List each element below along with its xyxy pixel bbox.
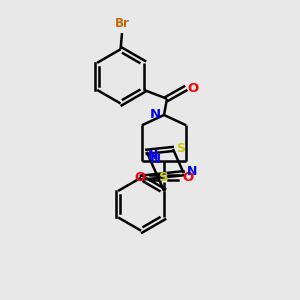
Text: N: N — [187, 165, 198, 178]
Text: O: O — [134, 171, 146, 184]
Text: O: O — [188, 82, 199, 95]
Text: N: N — [148, 149, 158, 162]
Text: N: N — [149, 153, 161, 166]
Text: S: S — [176, 142, 185, 155]
Text: Br: Br — [115, 17, 130, 30]
Text: S: S — [159, 171, 169, 184]
Text: O: O — [182, 171, 194, 184]
Text: N: N — [149, 109, 161, 122]
